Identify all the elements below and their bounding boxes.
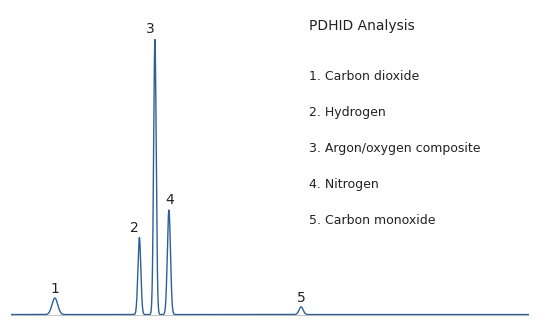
Text: 3. Argon/oxygen composite: 3. Argon/oxygen composite [309,142,481,155]
Text: 1. Carbon dioxide: 1. Carbon dioxide [309,70,419,83]
Text: PDHID Analysis: PDHID Analysis [309,19,415,33]
Text: 1: 1 [50,282,59,296]
Text: 2. Hydrogen: 2. Hydrogen [309,106,386,119]
Text: 4: 4 [166,193,174,207]
Text: 2: 2 [130,221,139,235]
Text: 3: 3 [146,22,155,36]
Text: 5: 5 [296,291,306,305]
Text: 5. Carbon monoxide: 5. Carbon monoxide [309,215,435,227]
Text: 4. Nitrogen: 4. Nitrogen [309,178,379,191]
